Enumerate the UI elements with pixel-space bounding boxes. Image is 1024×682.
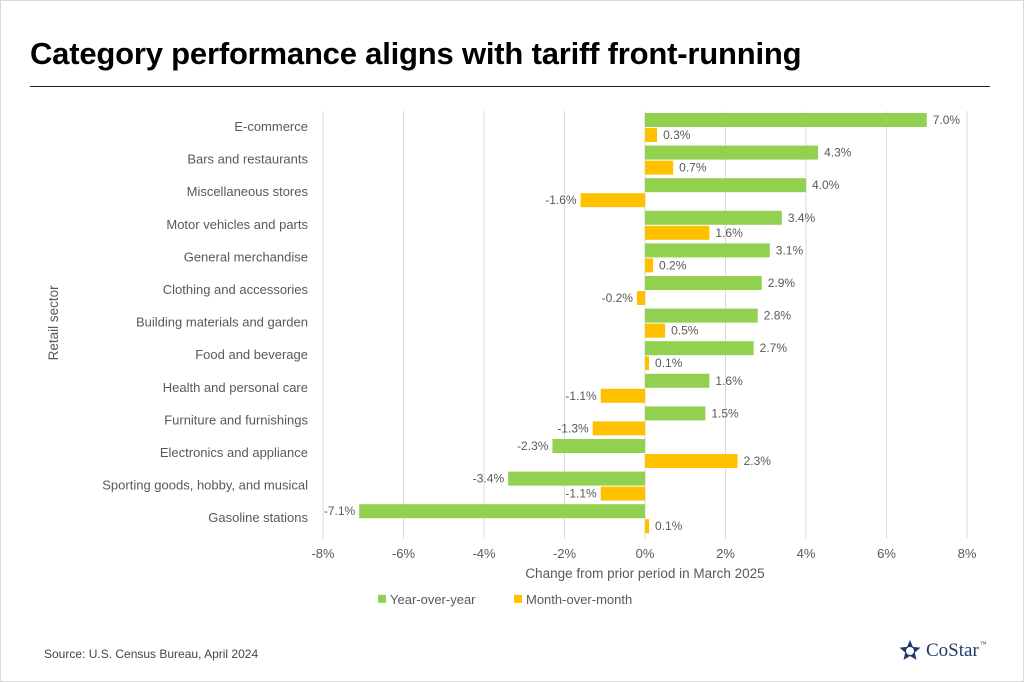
costar-logo: CoStar™ bbox=[898, 638, 987, 664]
data-label: 0.1% bbox=[655, 356, 683, 370]
legend-label: Year-over-year bbox=[390, 592, 476, 607]
bar-month-over-month bbox=[592, 421, 645, 436]
category-labels: E-commerce Bars and restaurants Miscellane… bbox=[102, 119, 308, 525]
data-label: -1.1% bbox=[565, 487, 597, 501]
bar-month-over-month bbox=[600, 486, 645, 501]
x-axis-label: Change from prior period in March 2025 bbox=[525, 566, 764, 581]
x-tick-label: 2% bbox=[716, 546, 735, 561]
source-note: Source: U.S. Census Bureau, April 2024 bbox=[44, 647, 259, 661]
bar-month-over-month bbox=[645, 519, 650, 534]
bar-month-over-month bbox=[636, 291, 645, 305]
category-label: Motor vehicles and parts bbox=[166, 217, 308, 232]
bar-year-over-year bbox=[645, 406, 706, 421]
bar-month-over-month bbox=[645, 258, 654, 273]
bar-year-over-year bbox=[645, 145, 819, 160]
costar-logo-text: CoStar™ bbox=[926, 640, 987, 661]
y-axis-label: Retail sector bbox=[46, 285, 61, 361]
data-label: 4.3% bbox=[824, 146, 852, 160]
bar-month-over-month bbox=[645, 128, 658, 142]
category-label: Electronics and appliance bbox=[160, 445, 308, 460]
bar-year-over-year bbox=[508, 471, 645, 486]
bar-year-over-year bbox=[645, 178, 806, 193]
bar-month-over-month bbox=[580, 193, 645, 208]
category-label: Clothing and accessories bbox=[163, 282, 309, 297]
bar-year-over-year bbox=[645, 308, 758, 323]
bar-year-over-year bbox=[359, 504, 645, 519]
data-label: 3.1% bbox=[776, 243, 804, 257]
x-tick-label: 0% bbox=[636, 546, 655, 561]
category-label: Health and personal care bbox=[163, 380, 308, 395]
data-label: 7.0% bbox=[933, 113, 961, 127]
data-label: 0.2% bbox=[659, 258, 687, 272]
costar-star-icon bbox=[899, 640, 921, 660]
x-tick-label: -4% bbox=[472, 546, 496, 561]
data-label: 0.3% bbox=[663, 128, 691, 142]
bar-month-over-month bbox=[645, 323, 666, 338]
category-label: Food and beverage bbox=[195, 347, 308, 362]
data-label: -1.3% bbox=[557, 421, 589, 435]
bar-month-over-month bbox=[645, 454, 738, 468]
category-label: Sporting goods, hobby, and musical bbox=[102, 478, 308, 493]
data-label: 2.7% bbox=[760, 341, 788, 355]
data-label: 0.7% bbox=[679, 161, 707, 175]
category-label: Miscellaneous stores bbox=[187, 184, 309, 199]
data-label: 1.6% bbox=[715, 226, 743, 240]
data-label: -7.1% bbox=[324, 504, 356, 518]
data-label: 0.1% bbox=[655, 519, 683, 533]
x-tick-label: -6% bbox=[392, 546, 416, 561]
bar-year-over-year bbox=[552, 439, 645, 453]
category-label: General merchandise bbox=[184, 249, 308, 264]
bar-month-over-month bbox=[645, 160, 674, 175]
legend-swatch bbox=[514, 594, 522, 603]
x-tick-label: 4% bbox=[797, 546, 816, 561]
x-tick-label: -2% bbox=[553, 546, 577, 561]
data-label: -1.6% bbox=[545, 193, 577, 207]
bar-month-over-month bbox=[645, 225, 710, 240]
data-label: -2.3% bbox=[517, 439, 549, 453]
data-label: 2.3% bbox=[744, 454, 772, 468]
x-tick-label: -8% bbox=[311, 546, 335, 561]
chart-title: Category performance aligns with tariff … bbox=[30, 36, 802, 71]
bar-year-over-year bbox=[645, 276, 762, 290]
data-label: 0.5% bbox=[671, 324, 699, 338]
data-label: -3.4% bbox=[473, 472, 505, 486]
data-label: 3.4% bbox=[788, 211, 816, 225]
data-label: -0.2% bbox=[602, 291, 634, 305]
category-label: E-commerce bbox=[234, 119, 308, 134]
bar-year-over-year bbox=[645, 341, 754, 356]
bar-year-over-year bbox=[645, 243, 770, 258]
x-axis-ticks: -8% -6% -4% -2% 0% 2% 4% 6% 8% bbox=[311, 546, 976, 561]
bar-month-over-month bbox=[600, 388, 645, 403]
legend-swatch bbox=[378, 594, 386, 603]
title-rule bbox=[30, 86, 990, 87]
bar-year-over-year bbox=[645, 113, 927, 127]
data-label: -1.1% bbox=[565, 389, 597, 403]
category-label: Building materials and garden bbox=[136, 315, 308, 330]
x-tick-label: 6% bbox=[877, 546, 896, 561]
data-label: 1.6% bbox=[715, 374, 743, 388]
x-tick-label: 8% bbox=[958, 546, 977, 561]
legend: Year-over-year Month-over-month bbox=[378, 592, 632, 607]
bar-year-over-year bbox=[645, 210, 782, 225]
category-label: Bars and restaurants bbox=[187, 152, 308, 167]
data-label: 4.0% bbox=[812, 178, 840, 192]
category-label: Gasoline stations bbox=[208, 510, 308, 525]
bar-month-over-month bbox=[645, 356, 650, 371]
bars: 7.0% 0.3% 4.3% 0.7% 4.0% -1.6% 3.4% 1.6% 3.1% 0.2… bbox=[324, 113, 961, 534]
legend-label: Month-over-month bbox=[526, 592, 632, 607]
data-label: 2.8% bbox=[764, 309, 792, 323]
category-label: Furniture and furnishings bbox=[164, 412, 308, 427]
data-label: 2.9% bbox=[768, 276, 796, 290]
bar-year-over-year bbox=[645, 373, 710, 388]
data-label: 1.5% bbox=[711, 406, 739, 420]
